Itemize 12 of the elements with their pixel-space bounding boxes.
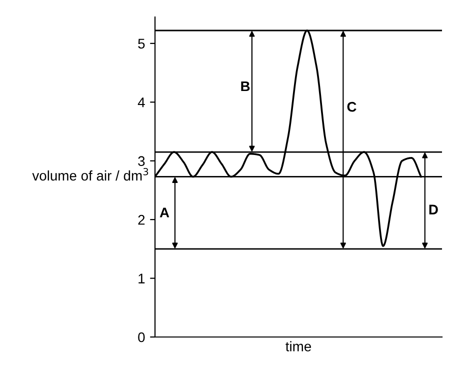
annotation: A <box>160 208 170 218</box>
y-tick-label: 4 <box>138 98 145 108</box>
text: D <box>429 204 438 214</box>
y-tick-label: 2 <box>138 214 145 225</box>
x-axis-title: time <box>286 341 312 352</box>
annotation: C <box>347 102 356 112</box>
y-tick-label: 0 <box>138 332 145 342</box>
y-tick-label: 3 <box>138 156 145 166</box>
y-axis-title: volume of air / dm$^{3}$ <box>32 168 148 181</box>
y-tick-label: 5 <box>138 38 145 49</box>
y-tick-label: 1 <box>138 274 145 284</box>
annotation: B <box>241 81 250 92</box>
